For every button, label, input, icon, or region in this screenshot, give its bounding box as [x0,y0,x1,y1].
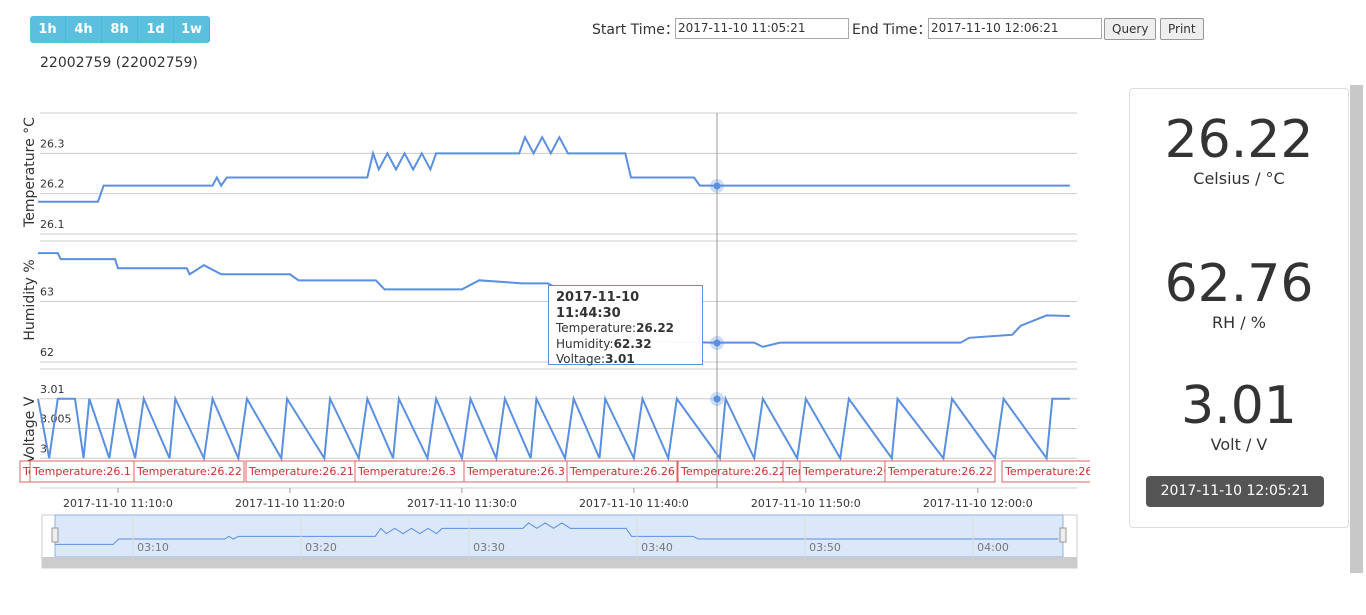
humidity-unit: RH / % [1212,313,1266,332]
voltage-value: 3.01 [1181,376,1297,436]
y-tick-label: 26.2 [40,178,65,191]
tooltip: 2017-11-10 11:44:30 Temperature:26.22 Hum… [548,285,703,368]
annotation-box [566,460,678,483]
humidity-value: 62.76 [1164,254,1314,314]
y-axis-title: Temperature °C [22,117,38,228]
range-button[interactable]: 8h [102,16,138,43]
start-label: Start Time： [592,22,679,38]
data-line [38,134,1070,203]
hover-point [713,339,721,347]
annotation-text: Temperature:26.26 [569,465,675,478]
y-tick-label: 63 [40,286,54,299]
y-tick-label: 3.01 [40,383,65,396]
datazoom-handle [1059,527,1067,543]
time-badge: 2017-11-10 12:05:21 [1146,476,1324,507]
x-tick-label: 2017-11-10 11:10:0 [63,497,173,510]
tooltip-title: 2017-11-10 11:44:30 [556,290,640,321]
tooltip-key: Voltage: [556,352,606,366]
voltage-unit: Volt / V [1210,435,1268,454]
datazoom-tick: 03:20 [305,541,337,554]
x-tick-label: 2017-11-10 11:40:0 [579,497,689,510]
annotation-box [884,460,996,483]
range-button[interactable]: 1w [174,16,210,43]
range-button[interactable]: 4h [66,16,102,43]
annotation: Temperature:26.1 [29,460,141,483]
annotation: Temperature:26.3 [354,460,466,483]
x-tick-label: 2017-11-10 11:30:0 [407,497,517,510]
datazoom-tick: 03:40 [641,541,673,554]
annotation: Temperature:26.26 [566,460,678,483]
tooltip-key: Temperature: [556,321,637,335]
y-tick-label: 26.3 [40,137,65,150]
tooltip-row: Temperature:26.22 [556,321,702,337]
annotation-text: Temperature:26.22 [136,465,242,478]
device-id: 22002759 (22002759) [40,55,198,71]
readout-panel [1129,88,1349,528]
y-axis-title: Voltage V [22,396,38,463]
annotation: Temperature:26.2 [1001,460,1090,483]
datazoom-handle [51,527,59,543]
annotation-text: Temperature:26.2 [1004,465,1090,478]
annotation-text: Temperature:26.22 [680,465,786,478]
tooltip-value: 62.32 [613,336,652,351]
tooltip-row: Humidity:62.32 [556,337,702,353]
range-button[interactable]: 1d [138,16,174,43]
annotation-text: Temperature:26.1 [32,465,131,478]
annotation-text: Temperature:26.21 [248,465,354,478]
annotation: Temperature:26.22 [133,460,245,483]
datazoom-tick: 03:50 [809,541,841,554]
hover-point [713,395,721,403]
end-label: End Time： [852,22,932,38]
print-button[interactable]: Print [1160,18,1204,40]
annotation: Temperature:26.2 [799,460,911,483]
annotation: Temperature:26.22 [677,460,789,483]
x-tick-label: 2017-11-10 12:00:0 [923,497,1033,510]
y-tick-label: 26.1 [40,218,65,231]
query-button[interactable]: Query [1104,18,1157,40]
x-tick-label: 2017-11-10 11:20:0 [235,497,345,510]
y-axis-title: Humidity % [22,259,38,340]
temperature-value: 26.22 [1164,110,1314,170]
hover-point [713,182,721,190]
x-tick-label: 2017-11-10 11:50:0 [751,497,861,510]
y-tick-label: 62 [40,346,54,359]
annotation-text: Temperature:26.2 [802,465,901,478]
temperature-unit: Celsius / °C [1193,169,1285,188]
y-tick-label: 3 [40,442,47,455]
annotation-box [1001,460,1090,483]
tooltip-value: 3.01 [605,352,635,366]
annotation: Temperature:26.21 [245,460,357,483]
end-input[interactable]: 2017-11-10 12:06:21 [928,18,1102,39]
tooltip-row: Voltage:3.01 [556,352,702,368]
data-line [38,252,1070,348]
annotation: Temperature:26.3 [463,460,575,483]
annotation-text: Temperature:26.3 [357,465,456,478]
annotation-box [133,460,245,483]
datazoom-scroll [42,557,1077,568]
datazoom-tick: 04:00 [977,541,1009,554]
tooltip-key: Humidity: [556,336,614,351]
range-buttons: 1h 4h 8h 1d 1w [30,16,210,43]
annotation-text: Temperature:26.22 [887,465,993,478]
tooltip-value: 26.22 [636,321,675,335]
datazoom-window [54,514,1064,558]
range-button[interactable]: 1h [30,16,66,43]
annotation: Temperature:26.22 [884,460,996,483]
data-line [37,395,1070,462]
annotation-text: Temperature:26.3 [466,465,565,478]
datazoom-tick: 03:10 [137,541,169,554]
scrollbar[interactable] [1350,85,1363,573]
start-input[interactable]: 2017-11-10 11:05:21 [675,18,849,39]
datazoom-tick: 03:30 [473,541,505,554]
datazoom-line [55,522,1059,545]
